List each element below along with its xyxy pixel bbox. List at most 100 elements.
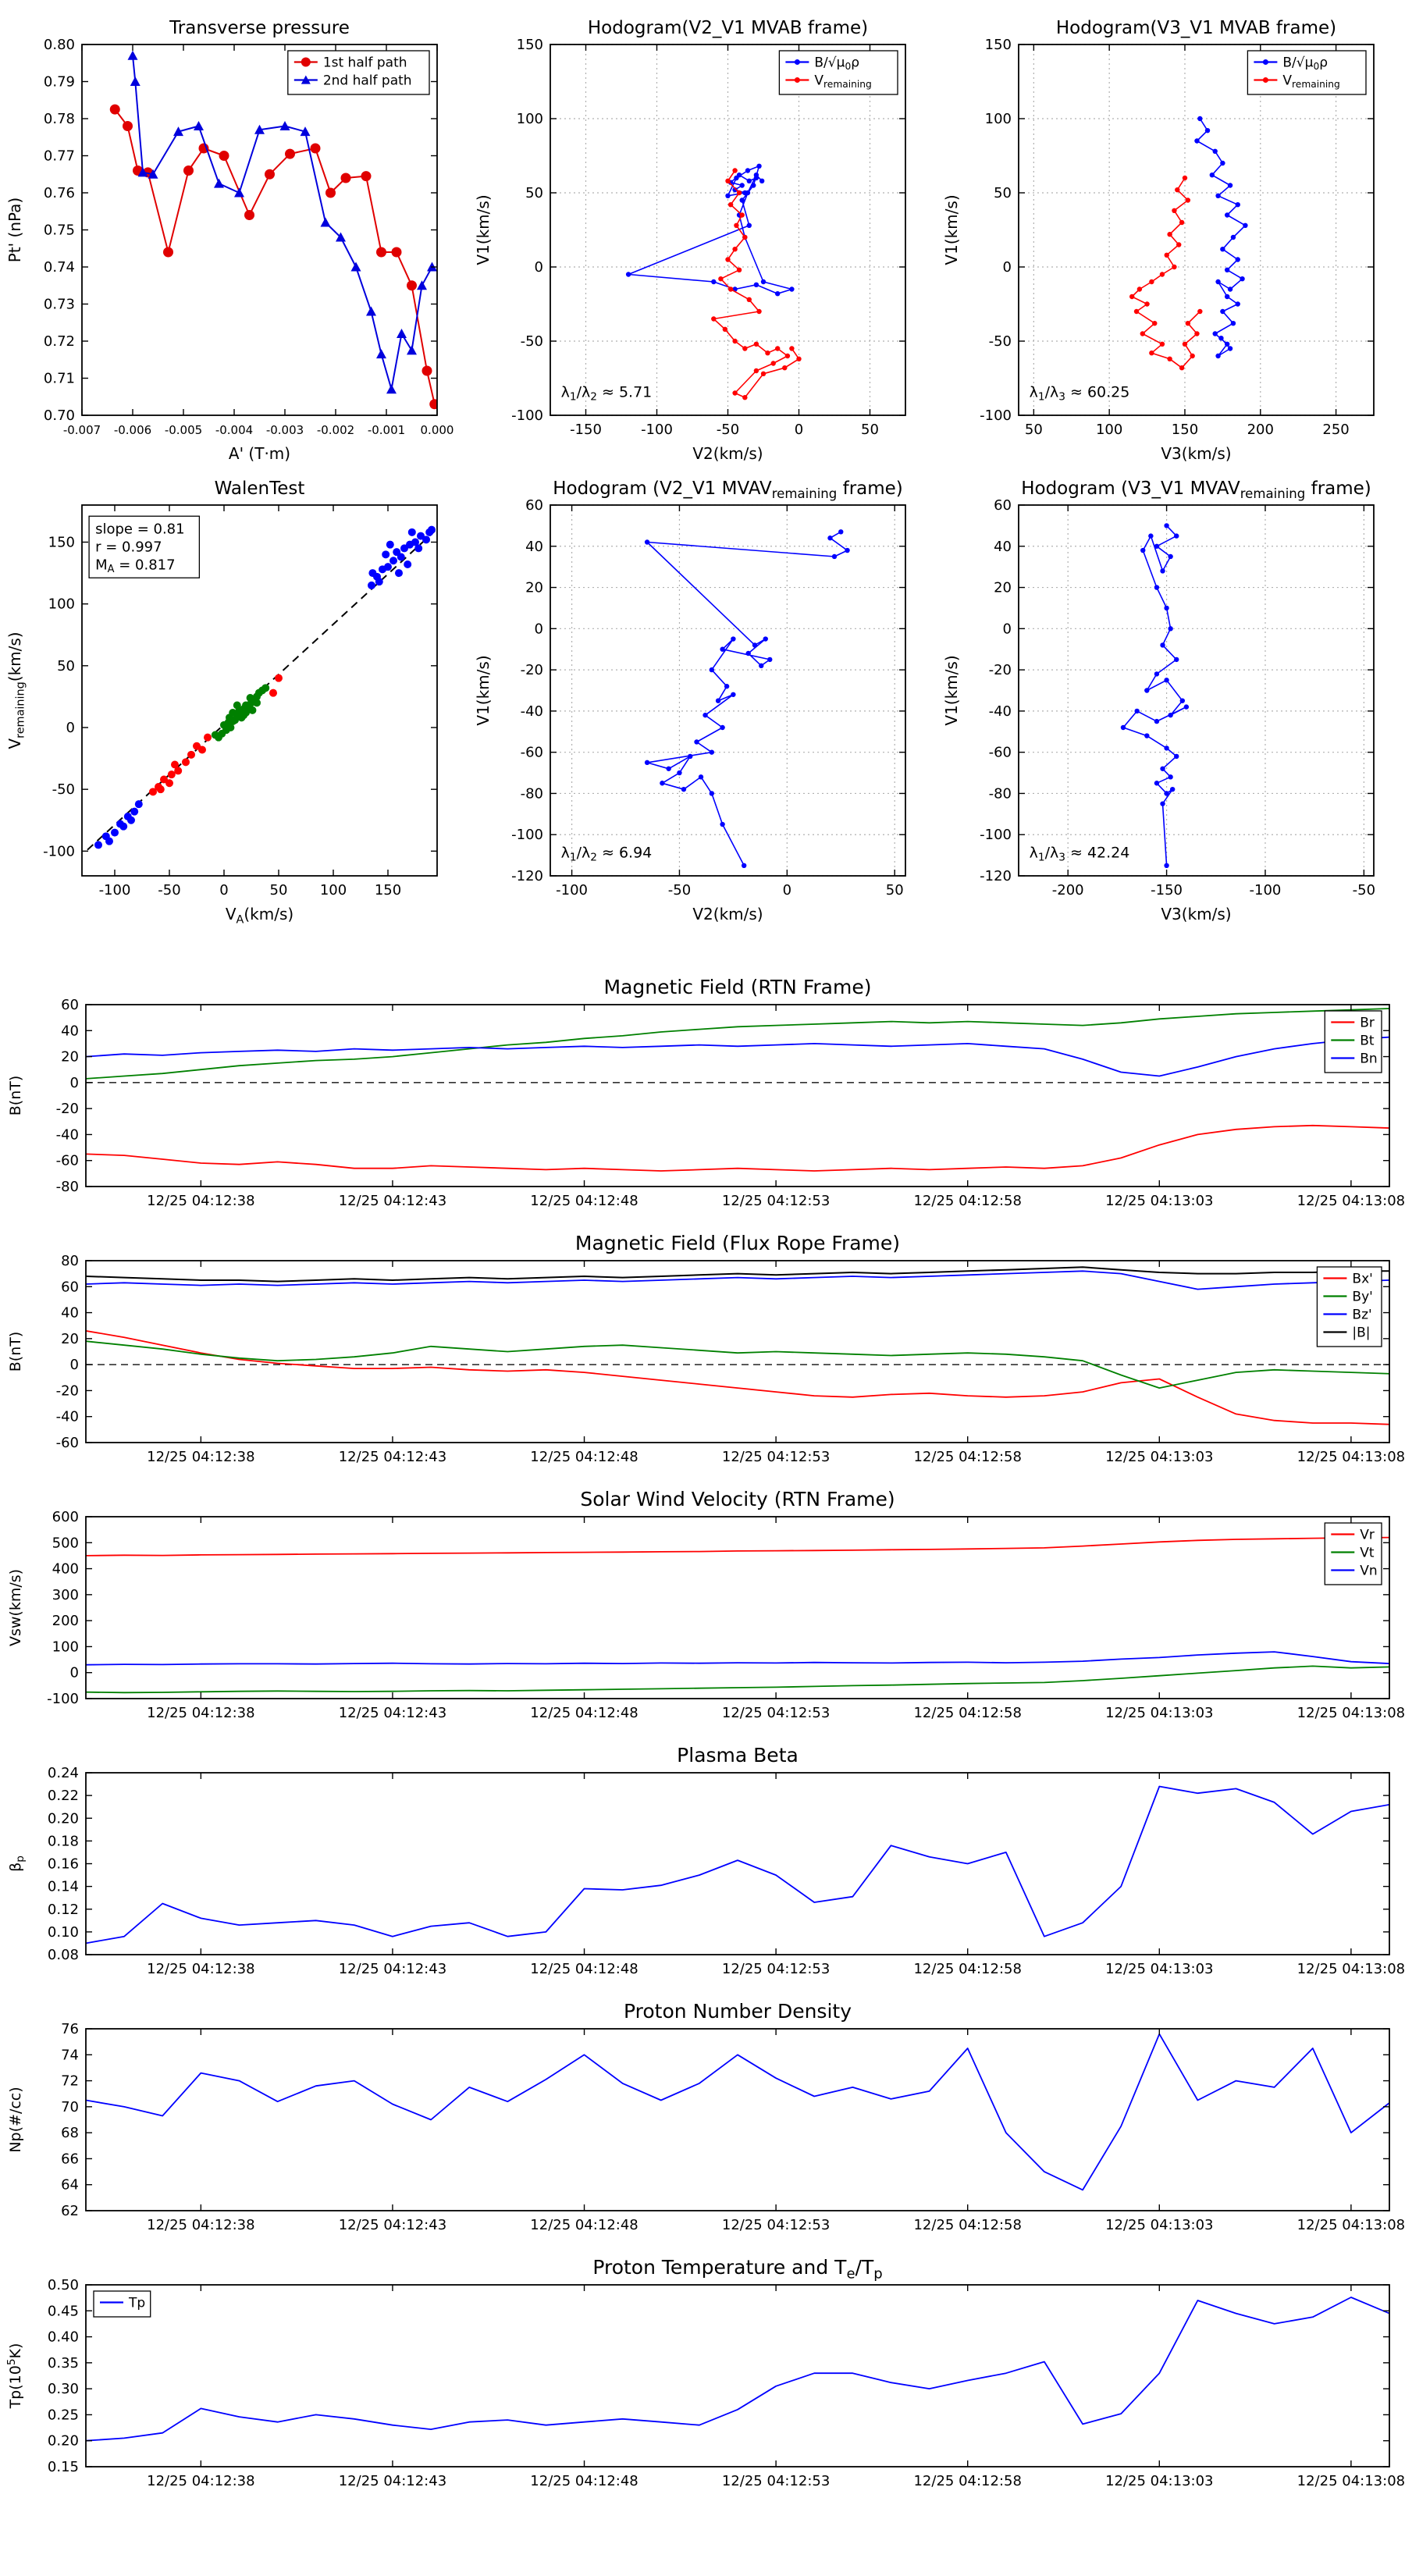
svg-text:1st half path: 1st half path [323,55,407,71]
panel-hodogram-v2v1-mvab: -150 -100 -50 0 50 -100 -50 0 50 100 150 Hodogram(V… [468,9,937,470]
svg-text:0.77: 0.77 [44,148,75,165]
svg-text:100: 100 [52,1638,79,1655]
svg-text:100: 100 [517,111,543,127]
svg-text:12/25 04:12:58: 12/25 04:12:58 [913,1193,1021,1209]
svg-text:B/√μ0ρ: B/√μ0ρ [1282,55,1328,73]
svg-text:-200: -200 [1052,882,1084,898]
svg-text:12/25 04:12:53: 12/25 04:12:53 [722,2217,830,2233]
chart-plasma-beta: 12/25 04:12:38 12/25 04:12:43 12/25 04:12:… [7,1744,1405,1977]
svg-text:-100: -100 [511,827,543,843]
svg-text:2nd half path: 2nd half path [323,73,412,89]
svg-text:Br: Br [1360,1016,1375,1031]
svg-text:150: 150 [375,882,401,898]
svg-text:-100: -100 [980,407,1012,424]
svg-text:20: 20 [525,580,543,596]
svg-text:0: 0 [70,1357,79,1373]
svg-text:40: 40 [525,539,543,555]
svg-text:0.08: 0.08 [48,1947,79,1963]
svg-text:12/25 04:12:48: 12/25 04:12:48 [530,1193,638,1209]
svg-text:12/25 04:12:53: 12/25 04:12:53 [722,1193,830,1209]
svg-text:66: 66 [61,2151,79,2167]
svg-text:12/25 04:13:03: 12/25 04:13:03 [1105,2473,1213,2489]
svg-text:12/25 04:12:38: 12/25 04:12:38 [147,1193,254,1209]
svg-text:200: 200 [52,1613,79,1629]
svg-text:-100: -100 [511,407,543,424]
svg-text:12/25 04:12:48: 12/25 04:12:48 [530,1449,638,1465]
panel-hodogram-v3v1-mvab: 50 100 150 200 250 -100 -50 0 50 100 150 Hodogram(V… [937,9,1405,470]
svg-text:300: 300 [52,1587,79,1603]
svg-text:-100: -100 [99,882,131,898]
svg-text:12/25 04:12:48: 12/25 04:12:48 [530,1705,638,1721]
svg-text:-100: -100 [47,1691,79,1707]
svg-text:12/25 04:12:43: 12/25 04:12:43 [339,1705,446,1721]
svg-text:12/25 04:12:43: 12/25 04:12:43 [339,1961,446,1977]
svg-text:12/25 04:13:03: 12/25 04:13:03 [1105,1449,1213,1465]
svg-text:50: 50 [861,422,879,438]
chart-magnetic-rtn: 12/25 04:12:38 12/25 04:12:43 12/25 04:12:… [7,976,1405,1209]
chart-magnetic-flux-rope: 12/25 04:12:38 12/25 04:12:43 12/25 04:12:… [7,1232,1405,1465]
svg-text:Proton Number Density: Proton Number Density [624,2000,852,2023]
svg-text:60: 60 [61,1279,79,1295]
panel-solar-wind-velocity: 12/25 04:12:38 12/25 04:12:43 12/25 04:12:… [0,1485,1405,1742]
svg-text:12/25 04:12:53: 12/25 04:12:53 [722,1705,830,1721]
svg-text:Magnetic Field (Flux Rope Fram: Magnetic Field (Flux Rope Frame) [575,1232,900,1254]
svg-text:0.74: 0.74 [44,259,75,276]
svg-text:-100: -100 [980,827,1012,843]
svg-text:λ1/λ3 ≈ 60.25: λ1/λ3 ≈ 60.25 [1030,383,1130,403]
svg-text:100: 100 [1096,422,1122,438]
svg-text:V1(km/s): V1(km/s) [942,194,961,265]
svg-text:-100: -100 [641,422,673,438]
svg-text:V1(km/s): V1(km/s) [942,655,961,725]
svg-text:Vt: Vt [1360,1546,1375,1561]
svg-text:-0.002: -0.002 [317,423,354,437]
panel-proton-temperature: 12/25 04:12:38 12/25 04:12:43 12/25 04:12:… [0,2254,1405,2510]
svg-text:40: 40 [61,1023,79,1039]
svg-text:-20: -20 [521,662,543,678]
chart-transverse-pressure: -0.007 -0.006 -0.005 -0.004 -0.003 -0.002 -0.0… [5,18,454,463]
svg-text:-80: -80 [521,785,543,802]
chart-proton-temperature: 12/25 04:12:38 12/25 04:12:43 12/25 04:12:… [5,2256,1405,2489]
svg-text:40: 40 [994,539,1012,555]
svg-text:0: 0 [795,422,803,438]
svg-text:-40: -40 [989,703,1012,720]
svg-text:0.79: 0.79 [44,74,75,91]
svg-text:|B|: |B| [1352,1325,1370,1341]
svg-text:0.22: 0.22 [48,1788,79,1804]
svg-text:Vremaining: Vremaining [814,73,871,91]
svg-text:0.35: 0.35 [48,2355,79,2371]
svg-text:12/25 04:13:03: 12/25 04:13:03 [1105,1193,1213,1209]
svg-text:Tp(105K): Tp(105K) [5,2343,24,2410]
chart-hodogram-v3v1-mvav: -200 -150 -100 -50-120-100-80-60-40-2002040… [942,479,1375,923]
svg-text:B/√μ0ρ: B/√μ0ρ [814,55,859,73]
svg-text:-20: -20 [56,1382,79,1399]
svg-text:-60: -60 [989,745,1012,761]
svg-text:-80: -80 [989,785,1012,802]
svg-text:12/25 04:13:08: 12/25 04:13:08 [1297,2217,1405,2233]
svg-text:Bt: Bt [1360,1034,1375,1049]
svg-text:By': By' [1352,1290,1372,1305]
svg-text:Bz': Bz' [1352,1308,1371,1323]
svg-text:MA = 0.817: MA = 0.817 [95,557,175,575]
svg-text:-20: -20 [989,662,1012,678]
svg-text:12/25 04:12:43: 12/25 04:12:43 [339,2217,446,2233]
svg-text:0: 0 [535,621,543,637]
svg-text:150: 150 [517,37,543,53]
svg-text:-0.006: -0.006 [114,423,151,437]
svg-text:0: 0 [219,882,228,898]
svg-text:-100: -100 [556,882,588,898]
panel-transverse-pressure: -0.007 -0.006 -0.005 -0.004 -0.003 -0.002 -0.0… [0,9,468,470]
svg-text:0.75: 0.75 [44,222,75,239]
svg-text:0: 0 [70,1665,79,1681]
svg-text:-40: -40 [56,1409,79,1425]
svg-text:Bn: Bn [1360,1051,1377,1067]
svg-text:100: 100 [48,596,75,613]
svg-text:0.000: 0.000 [421,423,454,437]
svg-text:150: 150 [48,535,75,551]
svg-text:12/25 04:12:58: 12/25 04:12:58 [913,2217,1021,2233]
svg-text:500: 500 [52,1535,79,1551]
svg-text:Vremaining: Vremaining [1282,73,1339,91]
svg-text:12/25 04:13:03: 12/25 04:13:03 [1105,1961,1213,1977]
svg-text:250: 250 [1322,422,1349,438]
svg-text:40: 40 [61,1305,79,1322]
